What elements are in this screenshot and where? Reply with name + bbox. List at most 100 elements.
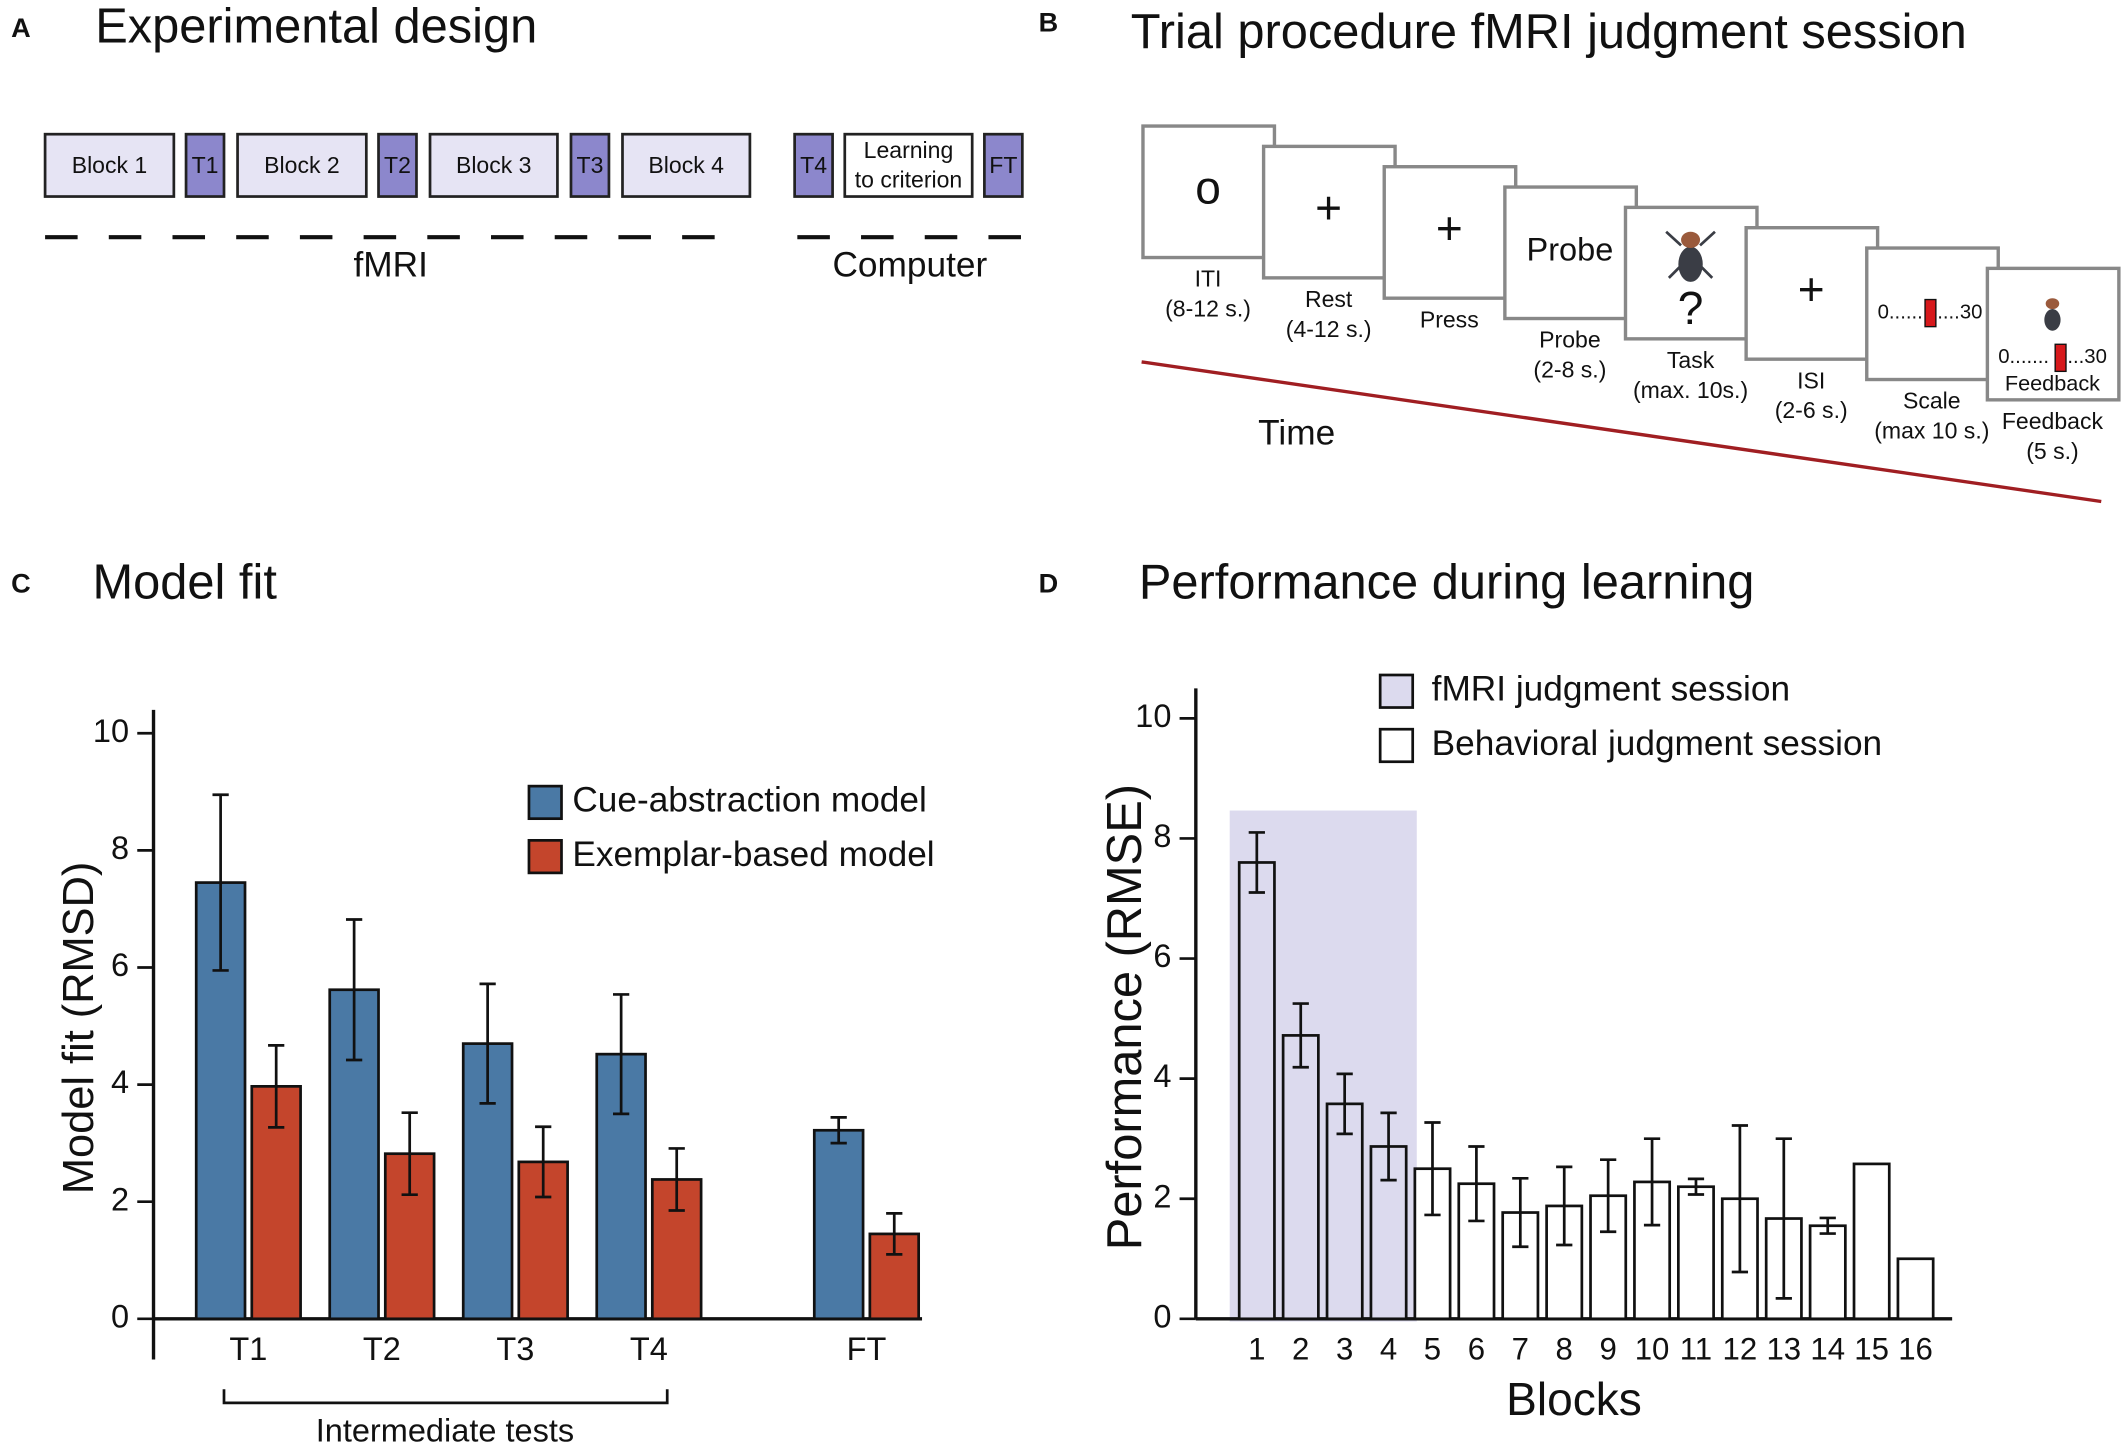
y-tick-label: 8	[111, 830, 129, 866]
error-bar	[1336, 1072, 1353, 1136]
panel-title: Trial procedure fMRI judgment session	[1131, 5, 1967, 59]
block-label: T2	[384, 152, 411, 178]
error-bar	[1600, 1158, 1617, 1234]
bug-head	[2045, 298, 2060, 310]
block-label: T1	[192, 152, 219, 178]
bracket	[222, 1389, 669, 1405]
legend-label: fMRI judgment session	[1432, 670, 1790, 709]
scale-text: 0.......	[1878, 301, 1929, 323]
scale-text: ....30	[1937, 301, 1982, 323]
screen-caption: (max. 10s.)	[1633, 377, 1748, 403]
x-tick-label: 7	[1512, 1332, 1529, 1367]
screen-caption: (2-8 s.)	[1533, 356, 1606, 382]
x-tick-label: T4	[630, 1331, 668, 1367]
error-bar	[1731, 1124, 1749, 1274]
error-bar	[268, 1044, 285, 1129]
y-tick-label: 8	[1153, 818, 1171, 854]
y-axis-label: Performance (RMSE)	[1098, 784, 1152, 1250]
legend-swatch	[527, 838, 563, 875]
screen	[1503, 185, 1639, 321]
y-tick-label: 6	[111, 947, 129, 983]
bar	[1237, 861, 1276, 1321]
annotation: Intermediate tests	[316, 1412, 574, 1448]
error-bar	[1292, 1002, 1309, 1069]
legend-swatch	[1378, 673, 1415, 709]
x-axis-label: Blocks	[1506, 1373, 1642, 1425]
legend-swatch	[527, 784, 563, 821]
x-tick-label: 6	[1468, 1332, 1485, 1367]
y-tick-label: 0	[1153, 1298, 1171, 1334]
x-tick-label: 5	[1424, 1332, 1441, 1367]
screen-caption: Scale	[1903, 388, 1961, 414]
phase-label: Computer	[832, 245, 987, 284]
error-bar	[1687, 1177, 1705, 1196]
x-tick-label: 9	[1599, 1332, 1616, 1367]
screen-caption: ISI	[1797, 367, 1825, 393]
error-bar	[1468, 1145, 1485, 1223]
y-tick-label: 0	[111, 1298, 129, 1334]
panel-letter: A	[11, 12, 31, 43]
block-box	[843, 132, 974, 198]
bar	[1325, 1102, 1364, 1321]
screen-caption: (5 s.)	[2026, 438, 2078, 464]
screen-caption: Press	[1420, 306, 1479, 332]
bar	[812, 1128, 865, 1321]
error-bar	[830, 1116, 847, 1145]
bug-head	[1681, 231, 1701, 249]
chart-title: Model fit	[93, 555, 278, 609]
block-label: T4	[800, 152, 827, 178]
bar	[1677, 1185, 1715, 1321]
error-bar	[613, 993, 630, 1116]
block-label: Learning	[864, 137, 954, 163]
screen-caption: Probe	[1539, 327, 1600, 353]
screen-caption: (4-12 s.)	[1286, 316, 1372, 342]
y-tick-label: 10	[93, 713, 129, 749]
legend-label: Behavioral judgment session	[1432, 724, 1882, 763]
bar	[1852, 1162, 1891, 1321]
block-box	[621, 132, 752, 198]
block-box	[983, 132, 1024, 198]
scale-marker	[2054, 343, 2067, 373]
bar	[1896, 1257, 1935, 1321]
x-tick-label: 4	[1380, 1332, 1397, 1367]
block-box	[569, 132, 611, 198]
y-tick-label: 2	[111, 1181, 129, 1217]
bar	[1545, 1204, 1584, 1321]
block-label: FT	[989, 152, 1017, 178]
screen-content: o	[1195, 161, 1221, 213]
scale-text: 0.......	[1998, 346, 2049, 368]
x-tick-label: 10	[1635, 1332, 1670, 1367]
screen-content: +	[1798, 263, 1825, 315]
panel-letter: D	[1039, 568, 1059, 599]
block-box	[428, 132, 559, 198]
y-tick-label: 10	[1135, 698, 1171, 734]
block-box	[43, 132, 176, 198]
legend-label: Exemplar-based model	[572, 835, 934, 874]
block-label: Block 1	[72, 152, 148, 178]
x-tick-label: 13	[1766, 1332, 1801, 1367]
screen-caption: Task	[1667, 347, 1715, 373]
block-box	[184, 132, 226, 198]
block-label: to criterion	[855, 167, 963, 193]
x-tick-label: 8	[1556, 1332, 1573, 1367]
y-tick-label: 6	[1153, 938, 1171, 974]
y-tick-label: 2	[1153, 1178, 1171, 1214]
scale-text: ...30	[2067, 346, 2107, 368]
block-box	[377, 132, 418, 198]
block-label: Block 4	[648, 152, 724, 178]
legend-label: Cue-abstraction model	[572, 781, 926, 820]
x-tick-label: T2	[363, 1331, 401, 1367]
screen-caption: Rest	[1305, 286, 1353, 312]
screen-caption: (8-12 s.)	[1165, 295, 1251, 321]
error-bar	[345, 918, 363, 1062]
x-tick-label: 11	[1680, 1332, 1712, 1367]
block-label: Block 3	[456, 152, 532, 178]
screen-caption: (2-6 s.)	[1775, 397, 1848, 423]
x-tick-label: 14	[1810, 1332, 1845, 1367]
time-arrow	[1141, 360, 2102, 504]
error-bar	[535, 1125, 552, 1199]
x-tick-label: 16	[1898, 1332, 1933, 1367]
legend-swatch	[1378, 727, 1415, 764]
bug-icon	[1678, 246, 1703, 282]
screen	[1985, 266, 2121, 402]
